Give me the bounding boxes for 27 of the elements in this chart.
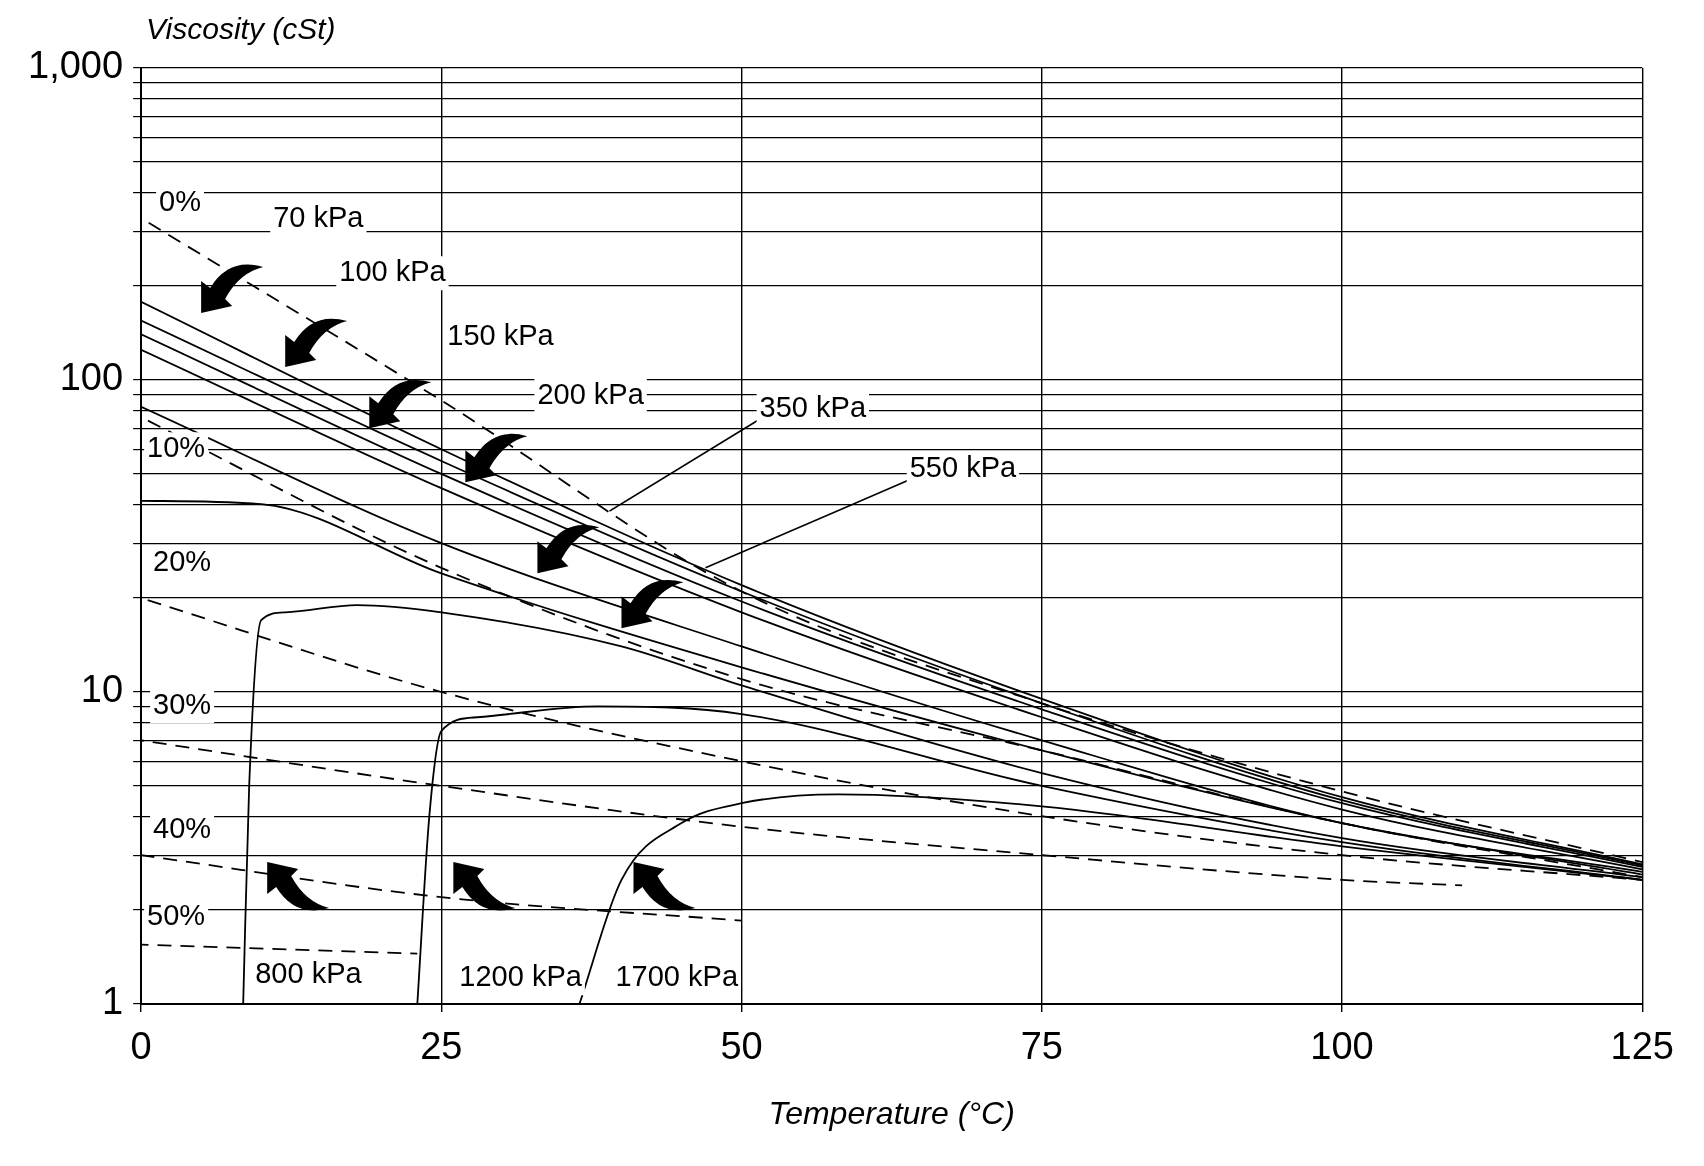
x-tick-label: 125: [1610, 1025, 1674, 1068]
y-tick-label: 1: [101, 980, 124, 1023]
annotation: 550 kPa: [909, 450, 1017, 483]
y-tick-label: 1,000: [28, 44, 124, 87]
x-tick-label: 50: [720, 1025, 763, 1068]
annotation: 1200 kPa: [459, 960, 583, 993]
annotation: 0%: [159, 184, 202, 217]
annotation: 70 kPa: [273, 201, 365, 234]
annotation: 10%: [147, 431, 206, 464]
x-tick-label: 100: [1310, 1025, 1374, 1068]
y-axis-title: Viscosity (cSt): [146, 12, 336, 46]
annotation: 200 kPa: [537, 377, 645, 410]
annotation: 1700 kPa: [615, 960, 739, 993]
x-tick-label: 0: [130, 1025, 152, 1068]
x-tick-label: 75: [1020, 1025, 1063, 1068]
annotation: 100 kPa: [339, 255, 447, 288]
annotation: 50%: [147, 899, 206, 932]
y-tick-label: 100: [59, 356, 124, 399]
x-axis-title: Temperature (°C): [768, 1094, 1015, 1131]
y-tick-label: 10: [80, 668, 124, 711]
annotation: 20%: [153, 544, 212, 577]
x-tick-label: 25: [420, 1025, 463, 1068]
annotation: 800 kPa: [255, 956, 363, 989]
annotation: 150 kPa: [447, 319, 555, 352]
annotation: 30%: [153, 688, 212, 721]
annotation: 350 kPa: [759, 390, 867, 423]
annotation: 40%: [153, 812, 212, 845]
